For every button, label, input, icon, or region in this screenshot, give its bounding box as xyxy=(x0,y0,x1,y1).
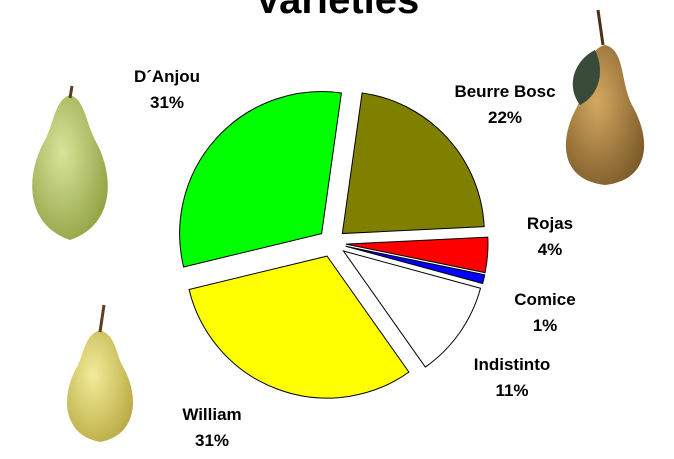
slice-name: William xyxy=(157,402,267,428)
page: {"chart_data": {"type": "pie", "title": … xyxy=(0,0,674,459)
slice-value: 4% xyxy=(495,237,605,263)
slice-name: Comice xyxy=(490,287,600,313)
slice-name: Indistinto xyxy=(457,352,567,378)
slice-name: Rojas xyxy=(495,211,605,237)
slice-value: 31% xyxy=(157,428,267,454)
pie-slice xyxy=(180,92,342,267)
slice-value: 22% xyxy=(450,105,560,131)
pear-image xyxy=(566,10,644,185)
slice-name: D´Anjou xyxy=(112,64,222,90)
slice-name: Beurre Bosc xyxy=(450,79,560,105)
pear-image xyxy=(32,86,108,240)
slice-value: 11% xyxy=(457,378,567,404)
pear-image xyxy=(67,305,133,442)
slice-value: 1% xyxy=(490,313,600,339)
slice-value: 31% xyxy=(112,90,222,116)
